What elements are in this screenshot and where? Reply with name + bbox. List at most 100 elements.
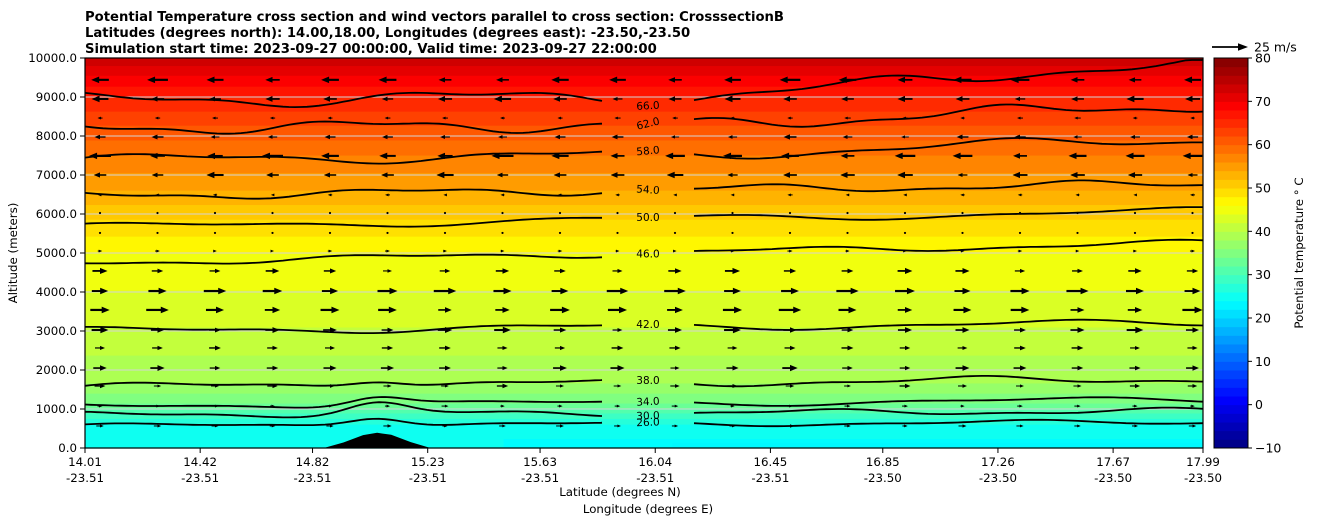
figure-title: Potential Temperature cross section and … [85, 10, 784, 57]
wind-arrow-head [157, 327, 165, 333]
wind-arrow [616, 211, 619, 215]
wind-arrow-head [793, 306, 802, 314]
wind-arrow [1133, 211, 1137, 215]
quiver-key [1212, 43, 1248, 51]
wind-arrow-head [502, 365, 508, 371]
wind-arrow-head [1020, 268, 1026, 274]
wind-arrow-head [445, 384, 449, 388]
wind-arrow-head [903, 193, 907, 197]
wind-arrow-head [1187, 172, 1193, 178]
colorbar-segment [1214, 118, 1248, 128]
colorbar-segment [1214, 222, 1248, 232]
wind-arrow-head [557, 116, 561, 120]
contour-line [693, 59, 1203, 101]
wind-arrow-head [611, 134, 618, 140]
wind-arrow-head [1077, 268, 1083, 274]
colorbar-segment [1214, 344, 1248, 354]
wind-arrow-head [330, 345, 335, 351]
wind-arrow-head [89, 152, 98, 160]
wind-arrow-head [846, 249, 850, 253]
wind-arrow-head [905, 345, 911, 351]
wind-arrow-head [272, 306, 281, 314]
wind-arrow-head [498, 135, 503, 139]
colorbar-segment [1214, 257, 1248, 267]
wind-arrow-head [1020, 424, 1024, 428]
wind-arrow-head [214, 424, 219, 428]
colorbar-segment [1214, 292, 1248, 302]
x-tick-label-lat: 15.63 [523, 455, 557, 469]
figure-title-line2: Latitudes (degrees north): 14.00,18.00, … [85, 26, 690, 41]
wind-arrow-head [617, 268, 623, 273]
wind-arrow-head [274, 287, 283, 295]
fill-band [85, 354, 1203, 384]
wind-arrow [558, 231, 562, 235]
wind-arrow-head [215, 384, 219, 388]
axes-layer: 0.0 1000.0 2000.0 3000.0 4000.0 5000.0 6000.0 7… [28, 51, 1222, 485]
wind-arrow-head [962, 384, 967, 388]
wind-arrow-head [155, 193, 159, 197]
wind-arrow-head [1194, 306, 1203, 314]
wind-arrow-head [614, 116, 618, 120]
wind-arrow [903, 211, 907, 215]
fill-band [85, 204, 1203, 220]
wind-arrow [443, 211, 447, 215]
wind-arrow-head [502, 345, 508, 351]
wind-arrow-head [897, 76, 905, 83]
wind-arrow-head [897, 95, 905, 103]
wind-arrow-head [675, 306, 683, 314]
wind-arrow [1076, 211, 1079, 215]
contour-label: 54.0 [636, 183, 660, 197]
wind-arrow-head [1134, 424, 1139, 428]
wind-arrow-head [321, 152, 330, 160]
colorbar-segment [1214, 188, 1248, 198]
wind-arrow [328, 211, 332, 215]
wind-arrow-head [850, 287, 859, 295]
wind-arrow-head [500, 249, 505, 253]
contour-line [85, 324, 602, 334]
wind-arrow-head [1080, 287, 1089, 295]
wind-arrow-head [329, 404, 333, 408]
x-tick-label-lat: 14.82 [296, 455, 330, 469]
wind-arrow-head [210, 135, 215, 139]
contour-line-layer: 26.030.034.0 38.0 42.0 46.0 50.0 54.0 58.0 62.0… [84, 59, 1204, 429]
y-tick-label: 10000.0 [28, 51, 77, 65]
colorbar-segment [1214, 162, 1248, 172]
wind-arrow-head [1135, 287, 1144, 295]
y-tick-label: 7000.0 [36, 168, 77, 182]
wind-arrow [1018, 231, 1022, 235]
fill-band [85, 111, 1203, 126]
wind-arrow-head [1077, 384, 1082, 388]
wind-arrow-head [1077, 424, 1081, 428]
colorbar-segment [1214, 153, 1248, 163]
colorbar-tick-label: 0 [1255, 397, 1263, 412]
wind-arrow-head [209, 96, 215, 102]
wind-arrow-head [1075, 249, 1080, 253]
wind-arrow-head [732, 365, 739, 371]
wind-arrow-head [100, 287, 109, 295]
wind-arrow-head [266, 172, 273, 178]
quiver-key-arrow-head [1238, 43, 1248, 51]
wind-arrow-head [790, 327, 797, 333]
wind-arrow-head [724, 76, 733, 84]
wind-arrow-head [1184, 95, 1193, 103]
colorbar-tick-label: 70 [1255, 94, 1271, 109]
wind-arrow-head [442, 116, 446, 120]
wind-arrow-head [502, 306, 510, 313]
wind-arrow-head [963, 306, 972, 314]
colorbar-segment [1214, 430, 1248, 440]
wind-arrow-head [732, 267, 741, 275]
wind-arrow-head [437, 152, 445, 160]
wind-arrow-head [387, 424, 392, 428]
wind-arrow-head [1021, 306, 1030, 314]
wind-arrow-head [445, 268, 451, 274]
colorbar-segment [1214, 352, 1248, 362]
contour-label: 50.0 [636, 212, 659, 224]
wind-arrow-head [272, 345, 278, 351]
wind-arrow-head [1128, 77, 1135, 83]
wind-arrow-head [560, 287, 569, 295]
wind-arrow-head [1020, 365, 1027, 371]
wind-arrow-head [1135, 365, 1141, 371]
wind-arrow-head [445, 327, 453, 333]
x-tick-label-lon: -23.50 [1094, 471, 1132, 485]
wind-arrow-head [384, 116, 389, 120]
